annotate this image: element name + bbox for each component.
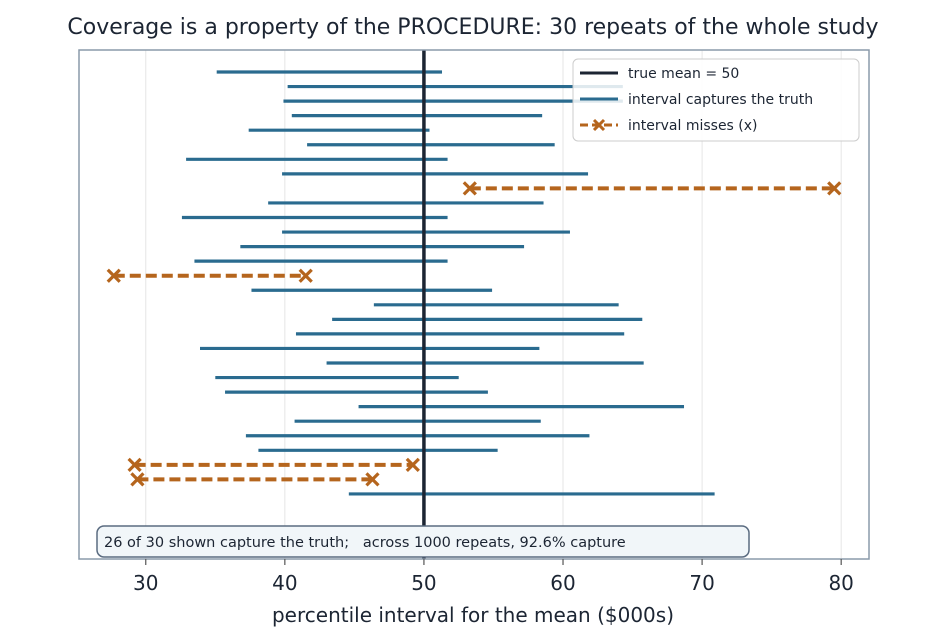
x-tick-label: 40 <box>272 571 297 595</box>
miss-marker <box>130 472 145 487</box>
plot-frame <box>78 49 870 560</box>
miss-marker <box>827 181 842 196</box>
summary-annotation: 26 of 30 shown capture the truth; across… <box>96 525 750 558</box>
miss-marker <box>127 457 142 472</box>
miss-marker <box>462 181 477 196</box>
chart-title: Coverage is a property of the PROCEDURE:… <box>67 15 878 40</box>
legend-true-mean-label: true mean = 50 <box>628 66 739 82</box>
annotation-box <box>96 525 750 558</box>
intervals <box>106 70 842 496</box>
miss-marker <box>106 268 121 283</box>
x-tick-label: 50 <box>411 571 436 595</box>
x-axis-label: percentile interval for the mean ($000s) <box>272 603 674 627</box>
legend-box <box>572 58 860 142</box>
miss-marker <box>405 457 420 472</box>
x-tick-label: 80 <box>828 571 853 595</box>
legend: true mean = 50 interval captures the tru… <box>572 58 860 142</box>
miss-marker <box>298 268 313 283</box>
miss-marker <box>365 472 380 487</box>
legend-miss-label: interval misses (x) <box>628 118 758 134</box>
x-axis-ticks: 30 40 50 60 70 80 <box>133 559 854 595</box>
legend-capture-label: interval captures the truth <box>628 92 813 108</box>
x-tick-label: 70 <box>689 571 714 595</box>
legend-miss-marker <box>592 118 606 132</box>
annotation-text: 26 of 30 shown capture the truth; across… <box>104 535 626 551</box>
x-tick-label: 30 <box>133 571 158 595</box>
x-tick-label: 60 <box>550 571 575 595</box>
